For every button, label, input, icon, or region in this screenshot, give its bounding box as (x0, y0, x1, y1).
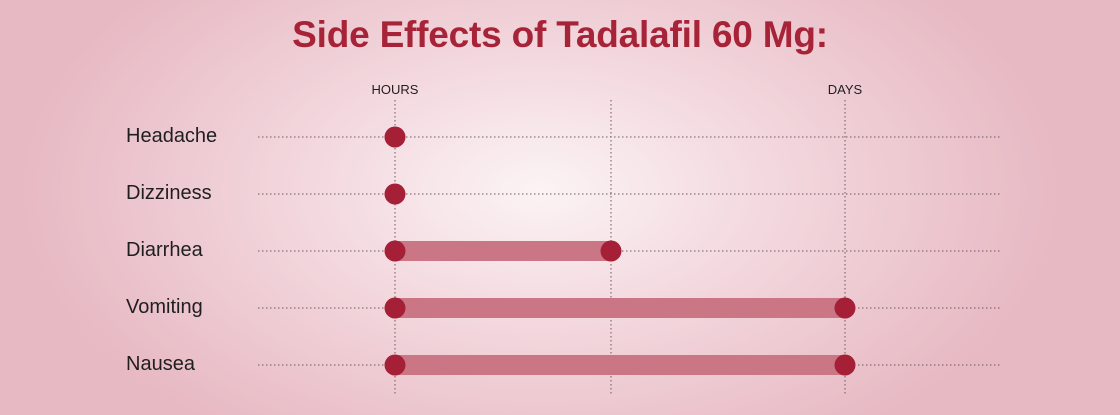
end-dot (834, 297, 856, 319)
tick-label: DAYS (828, 82, 863, 97)
start-dot (384, 297, 406, 319)
start-dot (384, 183, 406, 205)
end-dot (834, 354, 856, 376)
category-label: Dizziness (126, 182, 212, 204)
category-label: Vomiting (126, 296, 203, 318)
category-label: Headache (126, 125, 217, 147)
tick-label: HOURS (372, 82, 419, 97)
chart-title: Side Effects of Tadalafil 60 Mg: (292, 14, 828, 55)
duration-bar (395, 298, 845, 318)
category-label: Nausea (126, 353, 196, 375)
duration-bar (395, 241, 611, 261)
duration-bar (395, 355, 845, 375)
end-dot (600, 240, 622, 262)
label-layer: HOURS DAYS Headache Dizziness Diarrhea Vomiti… (126, 82, 863, 375)
start-dot (384, 354, 406, 376)
grid-layer (258, 100, 1000, 395)
start-dot (384, 126, 406, 148)
bar-layer (384, 126, 856, 376)
start-dot (384, 240, 406, 262)
category-label: Diarrhea (126, 239, 204, 261)
